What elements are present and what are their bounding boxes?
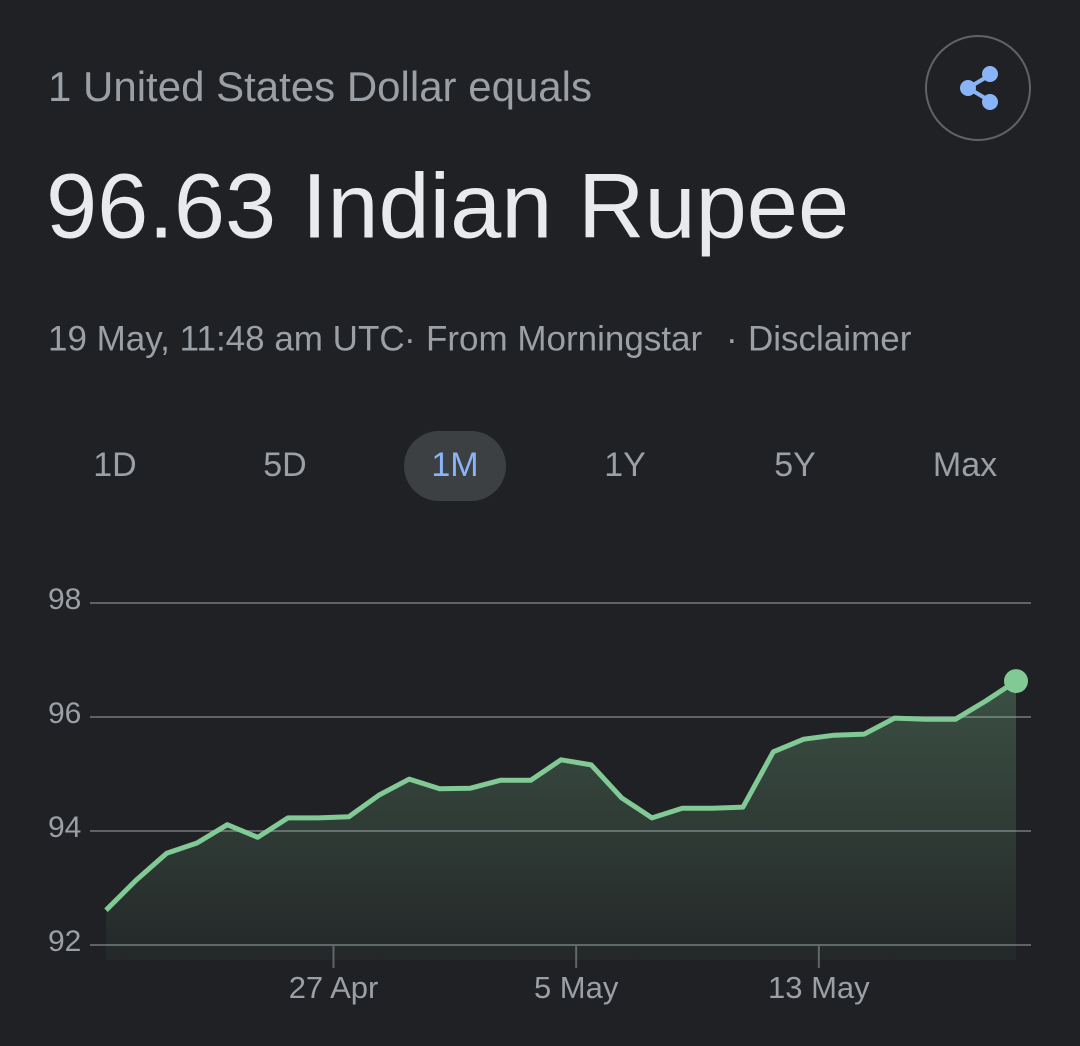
- y-tick-label: 98: [48, 583, 81, 616]
- x-tick-label: 5 May: [534, 970, 619, 1005]
- separator: ·: [726, 319, 738, 358]
- tab[interactable]: 1M: [404, 431, 506, 501]
- meta: 19 May, 11:48 am UTC · From Morningstar …: [48, 319, 912, 358]
- tab[interactable]: 5D: [263, 446, 306, 484]
- tab[interactable]: 5Y: [774, 446, 816, 484]
- y-tick-label: 94: [48, 811, 81, 844]
- share-icon: [960, 66, 998, 110]
- result: 96.63 Indian Rupee: [46, 155, 849, 257]
- y-tick-label: 96: [48, 697, 81, 730]
- timestamp: 19 May, 11:48 am UTC: [48, 319, 405, 358]
- chart: 92 94 96 98 27 Apr 5 May 13 May: [48, 583, 1031, 1005]
- tab-label: 5D: [263, 446, 306, 484]
- range-tabs: 1D 5D 1M 1Y 5Y Max: [93, 431, 997, 501]
- tab[interactable]: Max: [933, 446, 997, 484]
- tab[interactable]: 1D: [93, 446, 136, 484]
- y-tick-label: 92: [48, 925, 81, 958]
- x-tick-label: 13 May: [768, 970, 870, 1005]
- x-tick-label: 27 Apr: [289, 970, 379, 1005]
- share-button[interactable]: [925, 35, 1031, 141]
- last-point: [1004, 669, 1028, 694]
- tab-label: 1D: [93, 446, 136, 484]
- tab-highlight: [404, 431, 506, 501]
- tab[interactable]: 1Y: [604, 446, 646, 484]
- line: [104, 679, 1018, 912]
- disclaimer-link[interactable]: Disclaimer: [748, 319, 912, 358]
- caption: 1 United States Dollar equals: [48, 63, 592, 110]
- tab-label: 1M: [431, 446, 478, 484]
- tab-label: 1Y: [604, 446, 646, 484]
- separator: ·: [404, 319, 416, 358]
- share-outline: [925, 35, 1031, 141]
- source: From Morningstar: [426, 319, 703, 358]
- tab-label: Max: [933, 446, 997, 484]
- area: [106, 681, 1016, 960]
- tab-label: 5Y: [774, 446, 816, 484]
